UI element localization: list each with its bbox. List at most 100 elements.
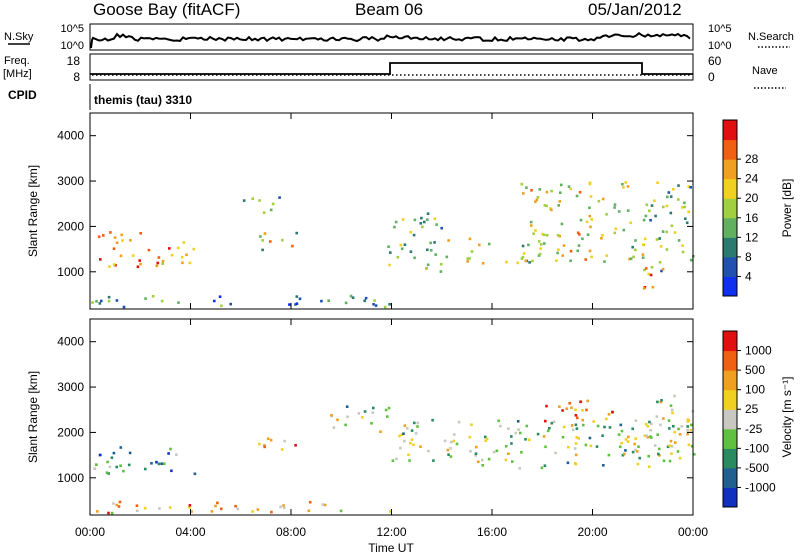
velocity-cell: [542, 435, 546, 438]
power-cell: [426, 218, 429, 221]
power-cell: [613, 203, 617, 206]
power-cell: [665, 248, 669, 251]
velocity-cell: [119, 464, 122, 467]
velocity-cell: [105, 471, 109, 474]
power-cell: [409, 250, 413, 253]
velocity-cell: [410, 429, 414, 432]
power-cell: [644, 214, 648, 218]
power-cell: [684, 217, 687, 220]
power-cell: [413, 218, 417, 222]
velocity-cell: [631, 450, 635, 454]
power-cell: [421, 225, 424, 229]
velocity-cell: [674, 441, 677, 444]
power-cell: [588, 249, 592, 253]
velocity-cell: [686, 429, 689, 432]
power-cell: [649, 273, 653, 277]
velocity-cell: [403, 424, 407, 427]
velocity-cell: [552, 420, 556, 423]
power-colorbar-tick-label: 8: [745, 250, 752, 264]
velocity-colorbar: 1000 500 100 25 -25 -100 -500 -1000: [722, 330, 776, 508]
velocity-cell: [656, 400, 659, 404]
power-cell: [558, 234, 561, 238]
power-colorbar-segment: [723, 159, 737, 180]
velocity-cell: [550, 421, 554, 425]
velocity-cell: [589, 444, 593, 448]
velocity-cell: [571, 428, 575, 432]
power-cell: [569, 187, 572, 191]
freq-label-line1: Freq.: [4, 55, 30, 67]
nsky-tick-bottom: 10^0: [60, 40, 84, 52]
velocity-cell: [624, 449, 627, 452]
velocity-cell: [647, 465, 651, 468]
velocity-cell: [481, 464, 484, 467]
velocity-cell: [575, 436, 578, 439]
velocity-cell: [546, 429, 550, 433]
velocity-cell: [603, 425, 606, 429]
velocity-cell: [117, 505, 121, 508]
power-cell: [423, 220, 426, 224]
station-title: Goose Bay (fitACF): [93, 0, 240, 19]
velocity-cell: [611, 410, 614, 414]
velocity-cell: [673, 430, 676, 434]
power-cell: [650, 266, 654, 269]
power-cell: [295, 231, 298, 235]
velocity-cell: [507, 452, 510, 455]
velocity-cell: [416, 425, 419, 428]
beam-title: Beam 06: [355, 0, 423, 19]
power-cell: [677, 239, 681, 242]
power-cell: [530, 189, 533, 192]
velocity-cell: [528, 438, 531, 442]
time-tick-label: 20:00: [577, 525, 607, 539]
velocity-cell: [573, 447, 577, 450]
power-cell: [521, 255, 525, 259]
power-cell: [634, 248, 637, 252]
velocity-cell: [399, 446, 402, 450]
velocity-cell: [307, 509, 311, 513]
power-cell: [576, 249, 579, 253]
velocity-cell: [193, 472, 197, 476]
velocity-cell: [263, 444, 266, 447]
power-cell: [349, 294, 353, 298]
power-cell: [670, 224, 674, 228]
velocity-cell: [689, 429, 693, 432]
velocity-cell: [155, 460, 158, 464]
power-cell: [685, 221, 689, 225]
freq-panel-frame: [89, 53, 694, 81]
power-cell: [537, 240, 541, 243]
velocity-cell: [656, 433, 659, 436]
velocity-cell: [135, 504, 139, 507]
velocity-cell: [514, 431, 518, 435]
power-cell: [439, 262, 443, 266]
velocity-cell: [646, 425, 650, 428]
freq-tick-top: 18: [67, 54, 81, 68]
velocity-cell: [336, 418, 339, 422]
power-cell: [433, 217, 437, 221]
power-cell: [613, 206, 616, 209]
power-colorbar-tick-label: 12: [745, 230, 759, 244]
power-cell: [560, 183, 563, 187]
velocity-cell: [484, 435, 487, 439]
velocity-cell: [607, 413, 611, 416]
velocity-cell: [544, 419, 547, 423]
power-cell: [364, 296, 368, 300]
power-cell: [520, 182, 524, 186]
velocity-cell: [110, 456, 114, 459]
velocity-cell: [650, 436, 653, 439]
velocity-cell: [633, 442, 636, 446]
velocity-cell: [468, 435, 472, 439]
velocity-cell: [680, 425, 684, 428]
power-cell: [669, 211, 673, 215]
power-cell: [681, 250, 685, 254]
power-cell: [468, 237, 472, 241]
velocity-cell: [520, 451, 523, 454]
velocity-cell: [407, 453, 410, 457]
power-cell: [288, 303, 291, 306]
velocity-cell: [283, 439, 286, 443]
power-cell: [575, 194, 579, 198]
power-cell: [626, 185, 630, 188]
power-cell: [400, 247, 404, 251]
power-cell: [403, 243, 407, 246]
power-cell: [597, 199, 601, 203]
velocity-cell: [330, 414, 333, 417]
power-cell: [642, 287, 646, 290]
